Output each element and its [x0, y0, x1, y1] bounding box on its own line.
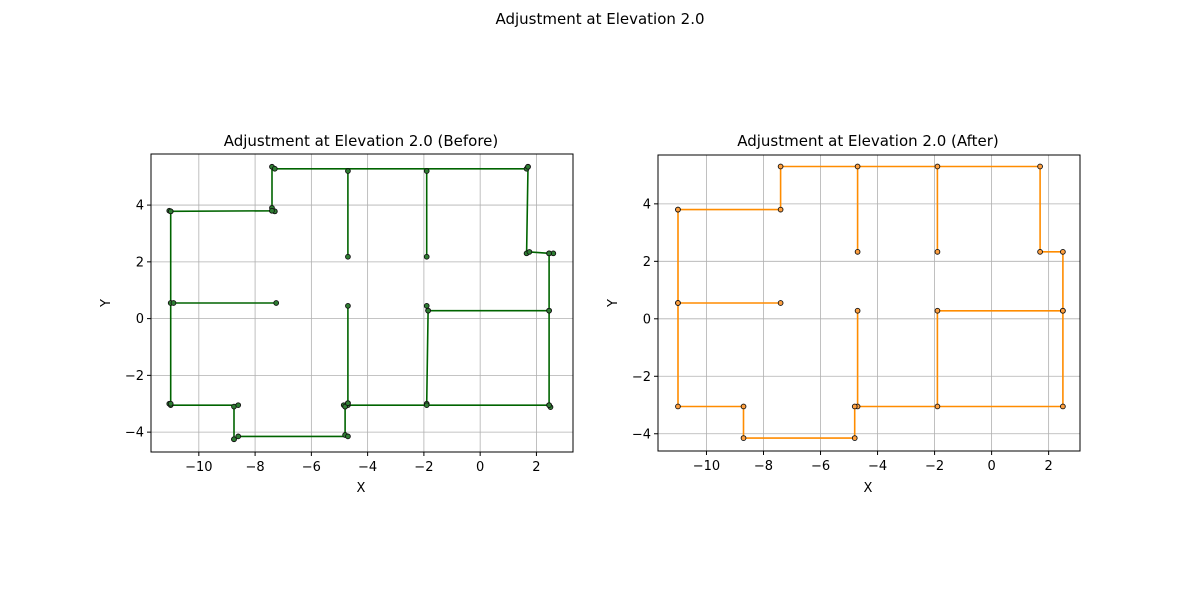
x-axis-label: X: [357, 481, 366, 496]
data-point: [851, 403, 858, 410]
data-point: [546, 250, 552, 257]
data-point: [423, 302, 430, 309]
data-point: [740, 435, 747, 441]
y-axis-label: Y: [606, 299, 621, 308]
data-point: [423, 253, 430, 260]
axes: −10 −8 −6 −4 −2 0 2 −4 −2 0 2 4: [632, 154, 1081, 474]
data-point: [854, 307, 861, 314]
data-point: [1037, 248, 1043, 255]
data-point: [934, 307, 941, 314]
data-point: [1060, 403, 1066, 410]
data-point: [546, 307, 552, 314]
x-tick-label: 2: [1044, 459, 1052, 474]
data-point: [423, 402, 430, 409]
data-point: [271, 165, 278, 172]
x-tick-label: 0: [476, 460, 484, 475]
data-point: [675, 403, 681, 410]
x-tick-label: −6: [302, 460, 321, 475]
data-point: [777, 206, 784, 213]
data-point: [740, 403, 747, 410]
data-point: [675, 206, 681, 213]
data-point: [425, 307, 431, 314]
x-tick-label: −4: [358, 460, 377, 475]
x-tick-label: −8: [246, 460, 265, 475]
data-point: [235, 402, 242, 409]
y-tick-label: 0: [643, 312, 651, 327]
data-point: [854, 163, 861, 170]
data-point: [934, 248, 941, 255]
data-point: [231, 436, 237, 443]
series: [675, 163, 1066, 441]
y-tick-label: 2: [643, 255, 651, 270]
axes-frame: [657, 154, 1081, 452]
x-axis-label: X: [864, 481, 873, 496]
data-point: [345, 302, 351, 309]
y-axis-label: Y: [99, 299, 114, 308]
data-point: [934, 403, 941, 410]
x-tick-label: −10: [185, 460, 212, 475]
figure-suptitle: Adjustment at Elevation 2.0: [495, 10, 704, 28]
data-point: [777, 163, 784, 170]
data-point: [1060, 248, 1066, 255]
x-tick-label: 0: [987, 459, 995, 474]
data-point: [526, 249, 533, 255]
y-tick-label: −4: [632, 427, 651, 442]
data-point: [934, 163, 941, 170]
series-line: [678, 165, 1064, 408]
data-point: [675, 300, 681, 306]
data-point: [854, 248, 861, 255]
axes: −10 −8 −6 −4 −2 0 2 −4 −2 0 2 4: [125, 153, 574, 475]
data-point: [167, 208, 174, 215]
data-point: [525, 163, 531, 170]
y-tick-label: 4: [136, 199, 144, 214]
data-point: [345, 253, 351, 260]
y-tick-label: 0: [136, 312, 144, 327]
data-point: [546, 402, 552, 409]
x-tick-label: −2: [925, 459, 944, 474]
data-point: [273, 300, 280, 306]
data-point: [167, 400, 174, 407]
x-tick-label: −6: [811, 459, 830, 474]
chart-title: Adjustment at Elevation 2.0 (After): [737, 132, 999, 150]
data-point: [423, 168, 430, 174]
y-tick-label: −4: [125, 426, 144, 441]
data-point: [170, 300, 177, 306]
data-point: [345, 168, 351, 174]
data-point: [269, 207, 275, 214]
y-tick-label: −2: [632, 370, 651, 385]
chart-before: Adjustment at Elevation 2.0 (Before) X Y…: [99, 132, 574, 496]
data-point: [777, 300, 784, 306]
series: [166, 163, 557, 443]
x-tick-label: −10: [693, 459, 720, 474]
x-tick-label: −2: [414, 460, 433, 475]
data-point: [1037, 163, 1043, 170]
chart-title: Adjustment at Elevation 2.0 (Before): [224, 132, 499, 150]
x-tick-label: −8: [754, 459, 773, 474]
grid: [151, 154, 573, 452]
data-point: [345, 400, 351, 407]
y-tick-label: −2: [125, 369, 144, 384]
x-tick-label: 2: [532, 460, 540, 475]
chart-after: Adjustment at Elevation 2.0 (After) X Y …: [606, 132, 1081, 496]
data-point: [235, 433, 242, 440]
y-tick-label: 2: [136, 255, 144, 270]
data-point: [345, 433, 351, 440]
data-point: [1060, 307, 1066, 314]
data-point: [851, 435, 858, 441]
axes-frame: [150, 153, 574, 453]
x-tick-label: −4: [868, 459, 887, 474]
y-tick-label: 4: [643, 197, 651, 212]
